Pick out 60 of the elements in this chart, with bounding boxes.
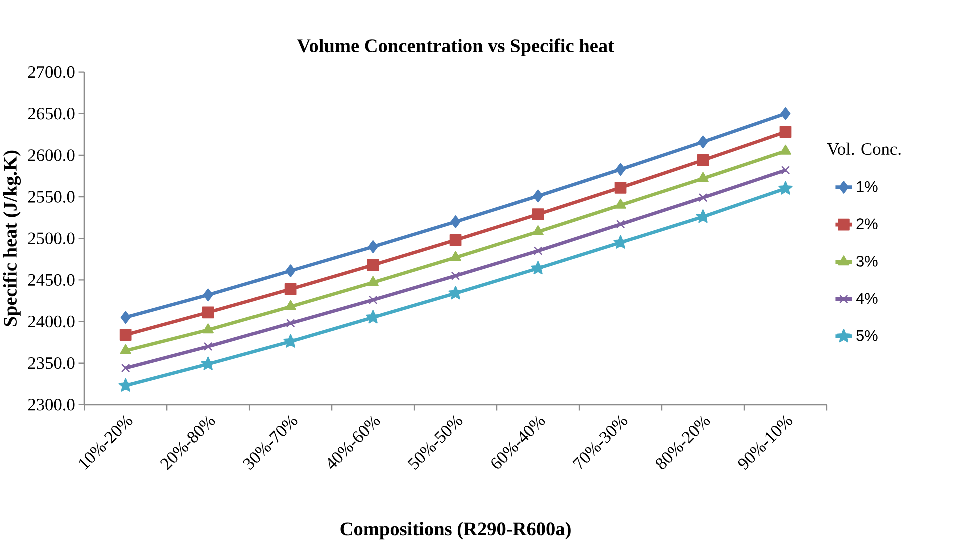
y-tick-label: 2300.0 [28,398,75,411]
point [698,193,708,202]
point [616,220,626,229]
point [614,182,627,194]
y-tick-label: 2550.0 [28,191,75,203]
point [284,283,297,296]
y-tick-label: 2400.0 [28,316,75,328]
point [781,166,790,175]
point [531,261,546,275]
point [204,342,213,351]
point [286,264,296,278]
point [201,356,216,370]
point [286,318,296,328]
point [778,181,793,195]
point [368,276,379,286]
point [120,311,131,324]
point [202,324,214,334]
point [616,163,626,176]
legend-label: 4% [856,293,878,304]
point [533,190,544,202]
point [532,208,544,220]
y-tick-label: 2650.0 [28,108,75,120]
legend-title: Vol. Conc. [827,142,901,156]
point [368,296,378,304]
legend-label: 1% [857,181,878,192]
y-tick-label: 2600.0 [28,149,75,162]
point [698,136,708,148]
legend-label: 2% [856,218,878,230]
y-tick-label: 2450.0 [28,274,75,286]
point [203,288,214,302]
point [615,198,626,209]
point [614,235,628,249]
point [780,107,791,120]
point [780,144,792,155]
point [697,154,710,166]
point [780,126,792,138]
y-tick-label: 2500.0 [28,232,75,244]
point [120,344,132,354]
y-tick-label: 2700.0 [28,66,75,78]
legend-label: 5% [856,330,878,342]
point [450,215,461,228]
point [451,272,460,280]
point [450,251,462,262]
point [120,329,132,341]
chart-title: Volume Concentration vs Specific heat [297,38,614,56]
point [368,240,378,254]
x-axis-title: Compositions (R290-R600a) [340,522,571,540]
point [532,225,544,236]
point [367,259,380,272]
point [698,172,709,182]
point [285,300,296,310]
point [202,306,214,318]
point [696,209,710,223]
legend-label: 3% [856,256,878,267]
point [121,364,130,373]
y-tick-label: 2350.0 [28,357,75,370]
point [448,286,463,300]
y-axis-title: Specific heat (J/kg.K) [3,150,22,326]
point [534,246,543,256]
point [450,234,462,246]
